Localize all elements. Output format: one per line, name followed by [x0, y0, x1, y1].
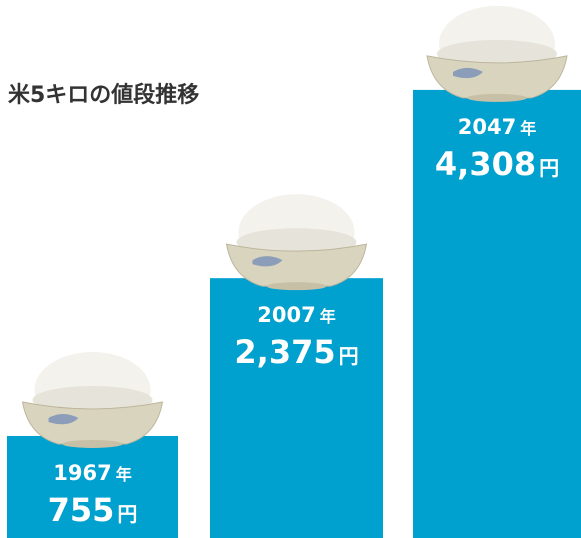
bar: [7, 435, 178, 538]
year-unit: 年: [320, 307, 336, 326]
value-label: 755 円: [48, 491, 138, 529]
bowl-body: [21, 401, 164, 445]
bowl-body: [426, 55, 568, 99]
value-unit: 円: [339, 344, 359, 368]
chart-title: 米5キロの値段推移: [8, 82, 199, 108]
value: 2,375: [234, 333, 335, 371]
bar: [210, 278, 383, 538]
value-unit: 円: [539, 156, 559, 180]
year: 2047: [458, 115, 516, 139]
rice-bowl: [225, 194, 368, 291]
rice-shade: [236, 228, 357, 257]
bowl-foot: [62, 439, 123, 448]
year-unit: 年: [116, 465, 132, 484]
rice-bowl: [21, 351, 164, 448]
value: 4,308: [435, 145, 536, 183]
rice-shade: [32, 385, 153, 414]
rice-bowl: [426, 5, 568, 102]
value-label: 2,375 円: [234, 333, 358, 371]
year: 1967: [53, 461, 111, 485]
value-label: 4,308 円: [435, 145, 559, 183]
bowl-pattern: [48, 413, 79, 425]
bowl-body: [225, 243, 368, 287]
bar: [413, 89, 581, 538]
bowl-pattern: [252, 256, 283, 267]
bowl-foot: [266, 282, 327, 291]
year-unit: 年: [520, 119, 536, 138]
year-label: 2047 年: [458, 115, 536, 139]
bowl-foot: [467, 93, 527, 102]
year: 2007: [257, 303, 315, 327]
year-label: 1967 年: [53, 461, 131, 485]
bowl-pattern: [453, 67, 483, 79]
year-label: 2007 年: [257, 303, 335, 327]
value-unit: 円: [117, 502, 137, 526]
rice-shade: [437, 39, 557, 68]
value: 755: [48, 491, 115, 529]
